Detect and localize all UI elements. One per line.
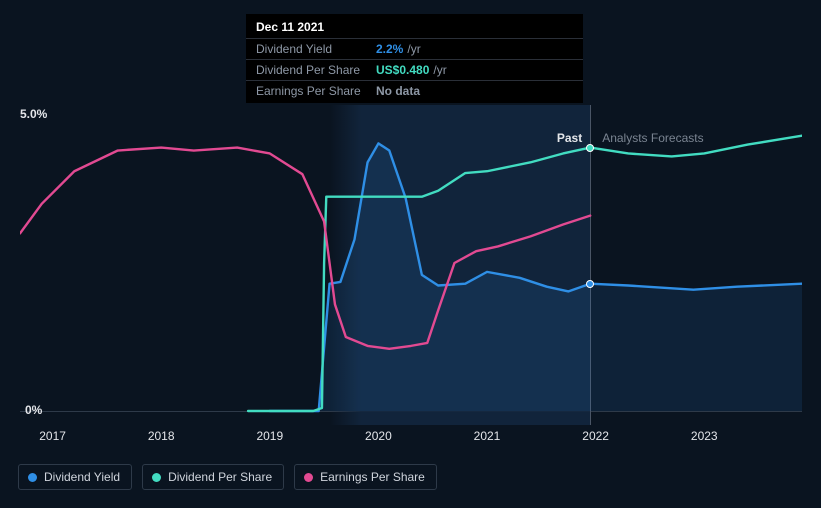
tooltip-key: Dividend Per Share — [256, 63, 376, 77]
legend-swatch — [28, 473, 37, 482]
tooltip-row-yield: Dividend Yield 2.2% /yr — [246, 38, 583, 59]
tooltip-value: No data — [376, 84, 420, 98]
tooltip-unit: /yr — [407, 42, 420, 56]
series-marker — [586, 144, 594, 152]
xtick-1: 2018 — [148, 429, 175, 443]
legend-item-earnings-per-share[interactable]: Earnings Per Share — [294, 464, 437, 490]
tooltip-key: Earnings Per Share — [256, 84, 376, 98]
legend-item-dividend-per-share[interactable]: Dividend Per Share — [142, 464, 284, 490]
xtick-3: 2020 — [365, 429, 392, 443]
xtick-2: 2019 — [256, 429, 283, 443]
ytick-max: 5.0% — [20, 107, 47, 121]
xtick-0: 2017 — [39, 429, 66, 443]
tooltip-value: US$0.480 — [376, 63, 429, 77]
xtick-4: 2021 — [474, 429, 501, 443]
tooltip-value: 2.2% — [376, 42, 403, 56]
dividend-chart: Past Analysts Forecasts 5.0% 0% 2017 201… — [0, 0, 821, 508]
legend-swatch — [304, 473, 313, 482]
legend: Dividend Yield Dividend Per Share Earnin… — [18, 464, 437, 490]
tooltip-date: Dec 11 2021 — [246, 18, 583, 38]
plot-area: Past Analysts Forecasts — [20, 105, 802, 425]
hover-tooltip: Dec 11 2021 Dividend Yield 2.2% /yr Divi… — [246, 14, 583, 103]
legend-item-dividend-yield[interactable]: Dividend Yield — [18, 464, 132, 490]
series-svg — [20, 105, 802, 425]
xtick-6: 2023 — [691, 429, 718, 443]
tooltip-key: Dividend Yield — [256, 42, 376, 56]
tooltip-unit: /yr — [433, 63, 446, 77]
series-marker — [586, 280, 594, 288]
xtick-5: 2022 — [582, 429, 609, 443]
legend-label: Dividend Yield — [44, 470, 120, 484]
tooltip-row-dps: Dividend Per Share US$0.480 /yr — [246, 59, 583, 80]
legend-swatch — [152, 473, 161, 482]
ytick-min: 0% — [25, 403, 42, 417]
legend-label: Dividend Per Share — [168, 470, 272, 484]
tooltip-row-eps: Earnings Per Share No data — [246, 80, 583, 101]
legend-label: Earnings Per Share — [320, 470, 425, 484]
